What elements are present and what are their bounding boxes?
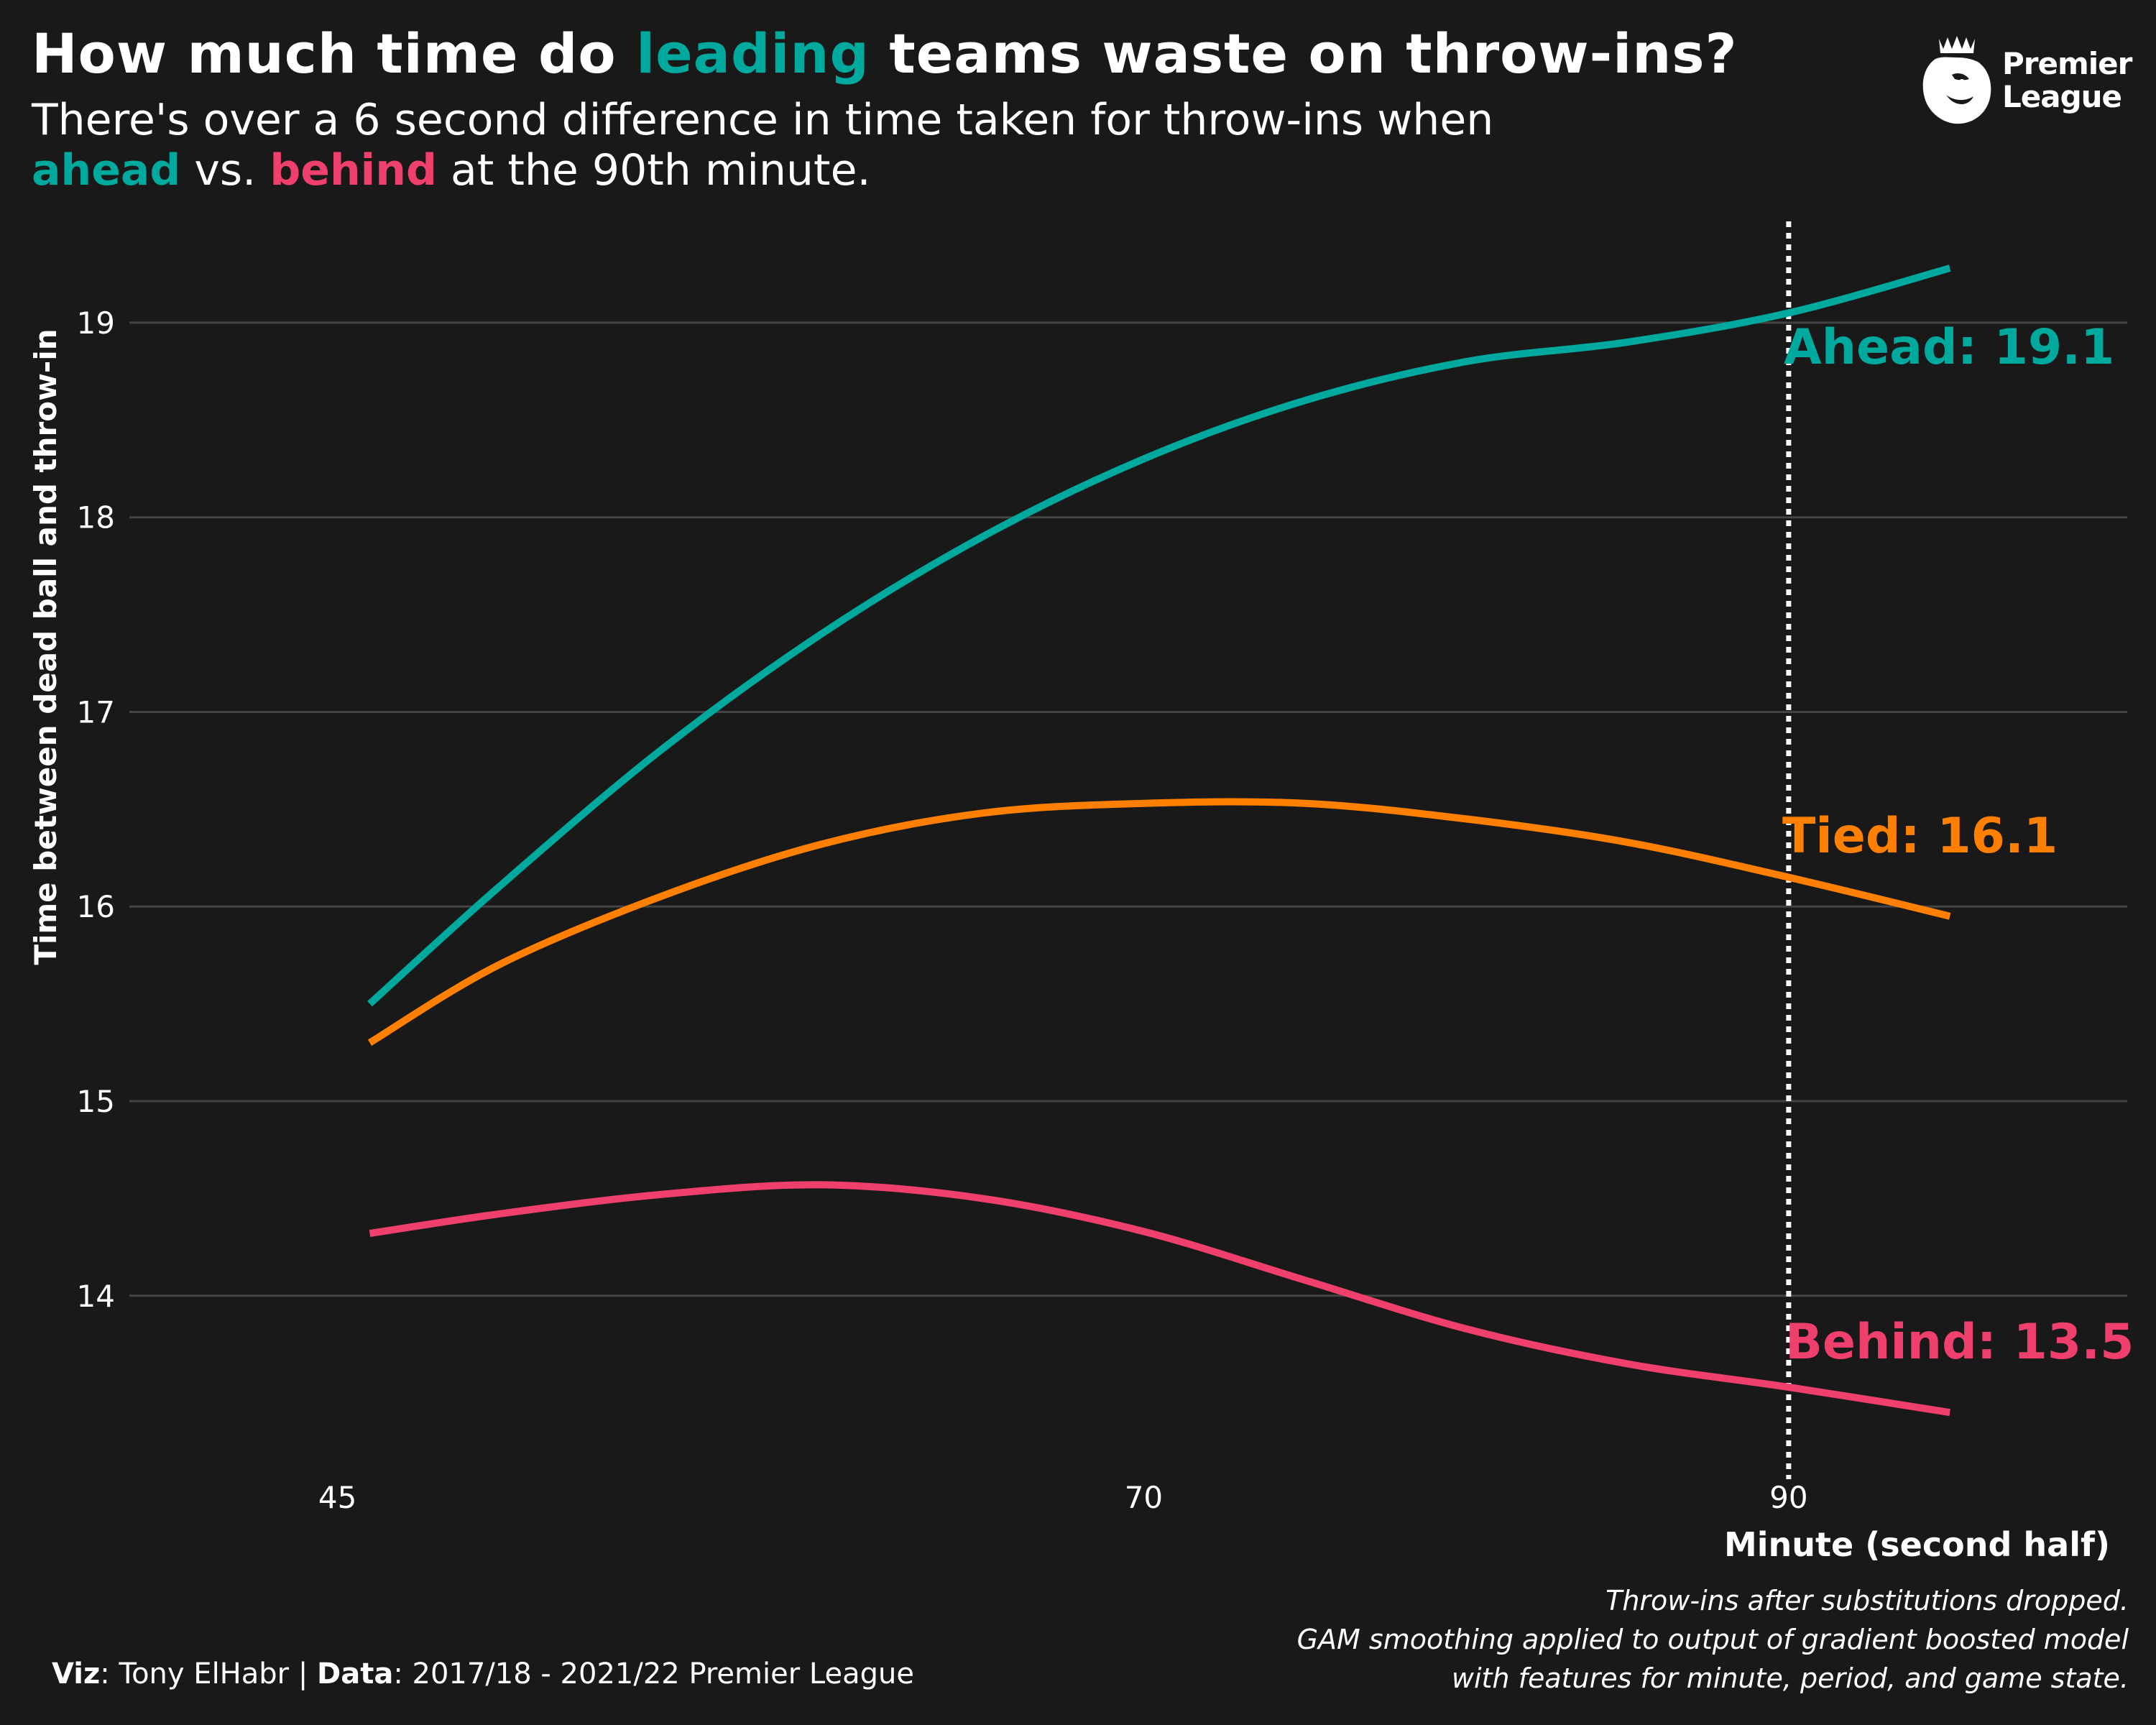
chart-title: How much time do leading teams waste on … [32, 22, 1738, 86]
x-axis-label: Minute (second half) [1724, 1525, 2110, 1564]
end-labels: Ahead: 19.1 Tied: 16.1 Behind: 13.5 [1782, 319, 2134, 1371]
premier-league-logo: Premier League [1917, 34, 2140, 135]
series-line-tied [367, 798, 1951, 1046]
y-tick-18: 18 [77, 500, 115, 535]
x-tick-90: 90 [1769, 1480, 1807, 1515]
series-lines [367, 264, 1951, 1417]
end-label-behind: Behind: 13.5 [1785, 1314, 2134, 1371]
x-tick-70: 70 [1125, 1480, 1163, 1515]
credit-line: Viz: Tony ElHabr | Data: 2017/18 - 2021/… [52, 1657, 914, 1690]
x-tick-45: 45 [318, 1480, 356, 1515]
subtitle-ahead: ahead [32, 145, 181, 196]
end-label-tied: Tied: 16.1 [1782, 808, 2058, 865]
subtitle-behind: behind [270, 145, 437, 196]
y-tick-16: 16 [77, 889, 115, 924]
y-tick-14: 14 [77, 1279, 115, 1314]
logo-text: Premier League [2002, 46, 2132, 114]
title-highlight: leading [636, 22, 870, 86]
y-axis-label: Time between dead ball and throw-in [28, 328, 63, 965]
x-tick-labels: 45 70 90 [318, 1480, 1808, 1515]
series-line-ahead [367, 264, 1951, 1007]
y-tick-15: 15 [77, 1084, 115, 1119]
gridlines [129, 321, 2127, 1297]
chart-subtitle: There's over a 6 second difference in ti… [32, 95, 1493, 196]
y-tick-19: 19 [77, 305, 115, 341]
y-tick-17: 17 [77, 694, 115, 730]
series-line-behind [369, 1181, 1950, 1417]
y-tick-labels: 14 15 16 17 18 19 [77, 305, 115, 1314]
end-label-ahead: Ahead: 19.1 [1784, 319, 2114, 376]
subtitle-line-1: There's over a 6 second difference in ti… [32, 95, 1494, 145]
methodology-notes: Throw-ins after substitutions dropped. G… [1296, 1585, 2129, 1694]
lion-crest-icon [1922, 36, 1991, 124]
subtitle-line-2: ahead vs. behind at the 90th minute. [32, 145, 871, 196]
